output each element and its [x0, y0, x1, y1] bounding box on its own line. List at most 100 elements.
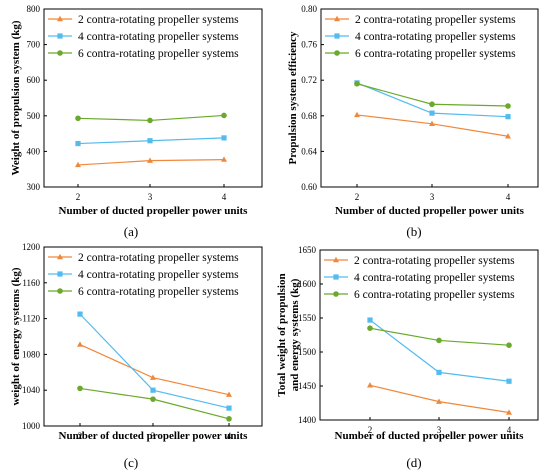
legend-label: 4 contra-rotating propeller systems — [78, 31, 239, 43]
chart-panel-1: 300 400 500 600 700 800 2 3 4 Number of ducted pr… — [10, 4, 263, 239]
panel-label: (a) — [124, 224, 138, 239]
y-axis-label: Propulsion system efficiency — [287, 31, 299, 165]
y-axis-label-line: Total weight of propulsion — [276, 273, 288, 396]
data-point-3 — [147, 117, 153, 124]
legend-marker — [333, 256, 339, 263]
x-tick-label: 2 — [76, 192, 81, 202]
y-tick-label: 1040 — [22, 385, 41, 395]
data-point-2 — [147, 138, 153, 144]
data-point-1 — [354, 111, 360, 118]
series-line-1 — [79, 344, 230, 396]
data-point-1 — [436, 398, 442, 404]
y-tick-label: 800 — [27, 4, 41, 14]
data-point-3 — [221, 112, 227, 119]
data-point-1 — [150, 374, 156, 380]
y-tick-label: 1450 — [298, 381, 317, 391]
data-point-1 — [506, 409, 512, 415]
x-tick-label: 2 — [78, 431, 83, 441]
legend-label: 6 contra-rotating propeller systems — [354, 289, 515, 301]
data-point-3 — [436, 337, 442, 344]
data-point-3 — [150, 396, 156, 402]
x-tick-label: 4 — [227, 431, 232, 441]
panel-label: (c) — [124, 455, 138, 470]
data-point-1 — [77, 341, 83, 347]
y-tick-label: 1550 — [298, 313, 317, 323]
plot-frame — [43, 8, 263, 188]
data-point-3 — [226, 416, 232, 422]
x-axis-label: Number of ducted propeller power units — [335, 205, 525, 217]
y-tick-label: 1160 — [22, 278, 40, 288]
data-point-1 — [226, 391, 232, 397]
legend-label: 6 contra-rotating propeller systems — [78, 286, 239, 298]
y-tick-label: 1400 — [298, 415, 317, 425]
x-axis-label: Number of ducted propeller power units — [59, 205, 249, 217]
y-tick-label: 1600 — [298, 279, 317, 289]
y-tick-label: 400 — [27, 146, 41, 156]
data-point-1 — [147, 157, 153, 163]
legend-marker — [57, 15, 63, 22]
legend-label: 4 contra-rotating propeller systems — [355, 31, 516, 43]
legend-label: 4 contra-rotating propeller systems — [78, 269, 239, 281]
panel-label: (b) — [406, 224, 421, 239]
x-axis-label: Number of ducted propeller power units — [335, 430, 525, 442]
y-tick-label: 0.72 — [301, 75, 317, 85]
data-point-2 — [77, 311, 83, 317]
x-tick-label: 4 — [222, 192, 227, 202]
y-tick-label: 600 — [27, 75, 41, 85]
data-point-2 — [429, 110, 435, 116]
y-tick-label: 1200 — [22, 242, 41, 252]
chart-panel-2: 0.60 0.64 0.68 0.72 0.76 0.80 2 3 4 Number of duc… — [287, 4, 539, 239]
data-point-3 — [77, 385, 83, 392]
legend-marker — [57, 288, 63, 294]
y-axis-label: Weight of propulsion system (kg) — [10, 20, 22, 175]
y-tick-label: 300 — [27, 182, 41, 192]
data-point-1 — [367, 382, 373, 388]
legend-label: 6 contra-rotating propeller systems — [78, 48, 239, 60]
y-tick-label: 1080 — [22, 349, 41, 359]
y-tick-label: 1500 — [298, 347, 317, 357]
legend-marker — [334, 50, 340, 56]
y-tick-label: 700 — [27, 40, 41, 50]
data-point-2 — [226, 405, 232, 411]
data-point-1 — [429, 120, 435, 127]
x-tick-label: 3 — [430, 192, 435, 202]
data-point-1 — [221, 156, 227, 162]
y-tick-label: 1120 — [22, 314, 40, 324]
x-tick-label: 3 — [148, 192, 153, 202]
y-tick-label: 0.76 — [301, 40, 317, 50]
y-tick-label: 1000 — [22, 421, 41, 431]
data-point-2 — [150, 387, 156, 393]
data-point-3 — [429, 101, 435, 108]
data-point-1 — [75, 161, 81, 168]
data-point-2 — [506, 378, 512, 384]
data-point-3 — [506, 342, 512, 349]
legend-marker — [334, 33, 340, 39]
x-axis-label: Number of ducted propeller power units — [59, 430, 249, 442]
y-tick-label: 500 — [27, 111, 41, 121]
legend-label: 2 contra-rotating propeller systems — [355, 14, 516, 26]
legend-label: 2 contra-rotating propeller systems — [354, 255, 515, 267]
y-axis-label-line: and energy systems (kg) — [289, 278, 301, 391]
data-point-2 — [505, 114, 511, 120]
x-tick-label: 2 — [355, 192, 360, 202]
x-tick-label: 4 — [506, 192, 511, 202]
y-axis-label: Total weight of propulsionand energy sys… — [276, 273, 301, 396]
panel-label: (d) — [406, 455, 421, 470]
x-tick-label: 4 — [507, 425, 512, 435]
legend-marker — [57, 33, 63, 39]
data-point-2 — [75, 140, 81, 147]
x-tick-label: 3 — [151, 431, 156, 441]
legend-marker — [333, 291, 339, 297]
series-line-2 — [79, 313, 230, 409]
legend-label: 2 contra-rotating propeller systems — [78, 14, 239, 26]
data-point-3 — [354, 80, 360, 87]
y-tick-label: 1650 — [298, 245, 317, 255]
x-tick-label: 3 — [437, 425, 442, 435]
legend-label: 4 contra-rotating propeller systems — [354, 272, 515, 284]
legend-label: 2 contra-rotating propeller systems — [78, 252, 239, 264]
y-tick-label: 0.64 — [301, 146, 317, 156]
data-point-3 — [505, 103, 511, 109]
